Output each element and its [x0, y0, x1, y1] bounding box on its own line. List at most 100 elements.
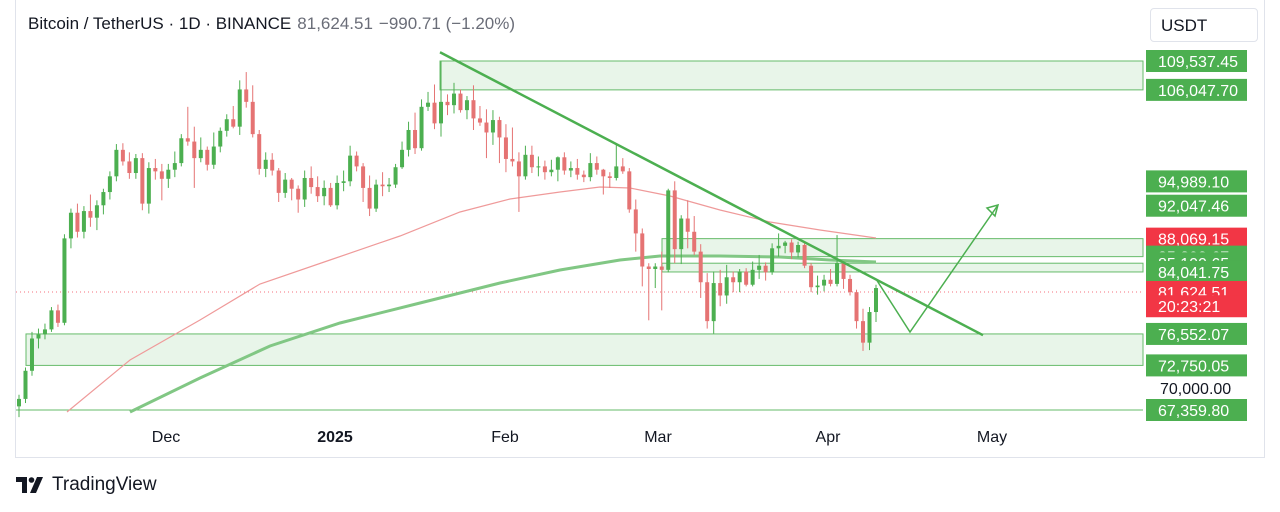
zone-band — [661, 262, 1144, 273]
candle-body — [477, 118, 482, 123]
price-label-badge — [1146, 260, 1247, 283]
price-axis-label: 76,552.07 — [1158, 327, 1229, 344]
chart-frame — [15, 0, 1265, 458]
price-label-badge — [1146, 170, 1247, 193]
candle-body — [581, 174, 586, 178]
chart-header: Bitcoin / TetherUS · 1D · BINANCE 81,624.… — [28, 14, 515, 34]
candle-body — [133, 158, 138, 174]
candle-body — [490, 120, 495, 133]
candle-body — [562, 157, 567, 171]
candle-body — [426, 102, 431, 107]
candle-body — [81, 211, 86, 232]
price-axis-label: 106,047.70 — [1158, 83, 1238, 100]
zone-band — [661, 238, 1144, 258]
header-change: −990.71 (−1.20%) — [378, 14, 516, 33]
candle-body — [542, 166, 547, 173]
candle-body — [698, 251, 703, 283]
candle-body — [549, 169, 554, 173]
candle-body — [42, 329, 47, 335]
currency-selector[interactable]: USDT — [1150, 8, 1258, 42]
x-axis-tick: May — [977, 429, 1007, 446]
candle-body — [679, 218, 684, 250]
candle-body — [29, 338, 34, 371]
candle-body — [861, 321, 866, 343]
candle-body — [62, 238, 67, 323]
candle-body — [23, 370, 28, 399]
candle-body — [464, 100, 469, 111]
candle-body — [224, 119, 229, 131]
candle-body — [348, 155, 353, 182]
candle-body — [783, 242, 788, 246]
downtrend-line — [439, 51, 984, 337]
candle-body — [153, 168, 158, 172]
price-axis-label: 84,041.75 — [1158, 265, 1229, 282]
zone-band — [25, 333, 1144, 366]
candle-body — [828, 279, 833, 284]
candle-body — [666, 190, 671, 270]
candle-body — [328, 187, 333, 206]
candle-body — [127, 161, 132, 174]
candle-body — [848, 278, 853, 293]
candle-body — [750, 269, 755, 285]
candle-body — [705, 282, 710, 322]
candle-body — [653, 266, 658, 270]
candle-body — [231, 119, 236, 127]
candle-body — [835, 263, 840, 284]
candle-body — [809, 265, 814, 288]
price-axis-label: 109,537.45 — [1158, 54, 1238, 71]
candle-body — [529, 154, 534, 168]
candle-body — [218, 130, 223, 147]
candle-body — [685, 218, 690, 232]
candle-body — [841, 263, 846, 279]
candle-body — [283, 179, 288, 193]
candle-body — [432, 102, 437, 124]
price-axis-label: 20:23:21 — [1158, 299, 1220, 316]
candle-body — [159, 171, 164, 179]
x-axis-tick: 2025 — [317, 429, 353, 446]
candle-body — [120, 149, 125, 162]
candle-body — [257, 134, 262, 169]
price-label-badge — [1146, 227, 1247, 250]
price-label-badge — [1146, 399, 1247, 421]
x-axis-tick: Mar — [644, 429, 672, 446]
candle-body — [172, 163, 177, 170]
candle-body — [263, 159, 268, 169]
candle-body — [815, 285, 820, 288]
candle-body — [419, 106, 424, 149]
candle-body — [166, 169, 171, 179]
candle-body — [594, 163, 599, 170]
candle-body — [497, 120, 502, 138]
candle-body — [672, 190, 677, 250]
candle-body — [413, 129, 418, 149]
candle-body — [270, 159, 275, 171]
candle-body — [361, 166, 366, 188]
candle-body — [322, 187, 327, 197]
projection-path — [875, 204, 999, 334]
footer-brand[interactable]: TradingView — [16, 474, 157, 496]
price-label-badge — [1146, 354, 1247, 377]
price-label-badge — [1146, 295, 1247, 318]
candle-body — [523, 154, 528, 177]
candle-body — [192, 141, 197, 159]
candle-body — [36, 334, 41, 339]
candle-body — [536, 166, 541, 168]
candle-body — [724, 277, 729, 296]
candle-body — [711, 283, 716, 322]
candle-body — [471, 100, 476, 119]
symbol-title[interactable]: Bitcoin / TetherUS · 1D · BINANCE — [28, 14, 292, 33]
candle-body — [731, 277, 736, 283]
candle-body — [854, 292, 859, 322]
candle-body — [484, 122, 489, 133]
candle-body — [744, 271, 749, 285]
price-axis-label: 72,750.05 — [1158, 358, 1229, 375]
candle-body — [646, 266, 651, 270]
candle-body — [309, 177, 314, 188]
candle-body — [315, 187, 320, 197]
candle-body — [75, 212, 80, 232]
candle-body — [335, 182, 340, 206]
candle-body — [601, 169, 606, 177]
candle-body — [614, 166, 619, 178]
candle-body — [146, 168, 151, 204]
candle-body — [757, 265, 762, 270]
